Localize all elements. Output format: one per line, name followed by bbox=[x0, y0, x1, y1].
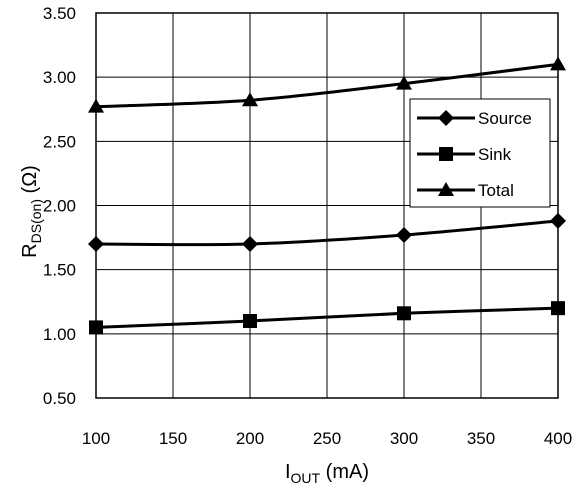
x-tick-label: 200 bbox=[236, 429, 264, 448]
x-tick-label: 350 bbox=[467, 429, 495, 448]
series-source bbox=[88, 212, 566, 252]
y-tick-label: 2.50 bbox=[43, 132, 76, 151]
legend-entry-sink: Sink bbox=[417, 145, 512, 164]
legend-label-total: Total bbox=[478, 181, 514, 200]
y-tick-label: 1.00 bbox=[43, 325, 76, 344]
data-point-total bbox=[88, 98, 104, 113]
x-tick-label: 300 bbox=[390, 429, 418, 448]
legend-marker-total bbox=[438, 182, 454, 196]
y-tick-label: 0.50 bbox=[43, 389, 76, 408]
legend-label-source: Source bbox=[478, 109, 532, 128]
data-point-total bbox=[242, 92, 258, 107]
data-point-source bbox=[396, 227, 412, 244]
series-line-source bbox=[95, 219, 559, 247]
x-axis-label-rest: (mA) bbox=[320, 461, 369, 483]
data-point-sink bbox=[397, 306, 411, 321]
plot-frame bbox=[95, 12, 559, 399]
data-point-source bbox=[242, 236, 258, 252]
legend-entry-source: Source bbox=[417, 109, 532, 128]
series-line-sink bbox=[95, 306, 559, 329]
data-point-sink bbox=[243, 314, 257, 328]
x-tick-label: 100 bbox=[82, 429, 110, 448]
x-axis-label: IOUT (mA) bbox=[285, 461, 369, 486]
y-axis-label: RDS(on) (Ω) bbox=[19, 165, 44, 258]
legend-marker-sink bbox=[439, 147, 453, 161]
y-tick-label: 3.50 bbox=[43, 4, 76, 23]
x-tick-label: 250 bbox=[313, 429, 341, 448]
data-point-source bbox=[550, 212, 566, 229]
series-sink bbox=[89, 301, 565, 335]
data-point-total bbox=[550, 56, 566, 71]
y-axis-label-rest: (Ω) bbox=[19, 165, 41, 199]
tick-labels: 100 150 200 250 300 350 400 0.50 1.00 1.50 2.00 2.5… bbox=[43, 4, 572, 448]
x-axis-label-sub: OUT bbox=[291, 470, 321, 486]
y-tick-label: 3.00 bbox=[43, 68, 76, 87]
data-point-source bbox=[88, 236, 104, 252]
series-total bbox=[88, 56, 566, 113]
y-tick-label: 2.00 bbox=[43, 197, 76, 216]
legend: Source Sink Total bbox=[409, 98, 551, 208]
data-point-sink bbox=[551, 301, 565, 316]
y-axis-label-main: R bbox=[19, 243, 41, 257]
x-tick-label: 400 bbox=[544, 429, 572, 448]
legend-label-sink: Sink bbox=[478, 145, 512, 164]
legend-entry-total: Total bbox=[417, 181, 514, 200]
data-point-total bbox=[396, 75, 412, 90]
y-axis-label-sub: DS(on) bbox=[28, 199, 44, 243]
series-layer bbox=[88, 56, 566, 335]
legend-marker-source bbox=[438, 110, 454, 126]
x-axis-label-main: I bbox=[285, 461, 291, 483]
data-point-sink bbox=[89, 320, 103, 335]
series-line-total bbox=[95, 62, 559, 109]
x-tick-label: 150 bbox=[159, 429, 187, 448]
y-tick-label: 1.50 bbox=[43, 261, 76, 280]
